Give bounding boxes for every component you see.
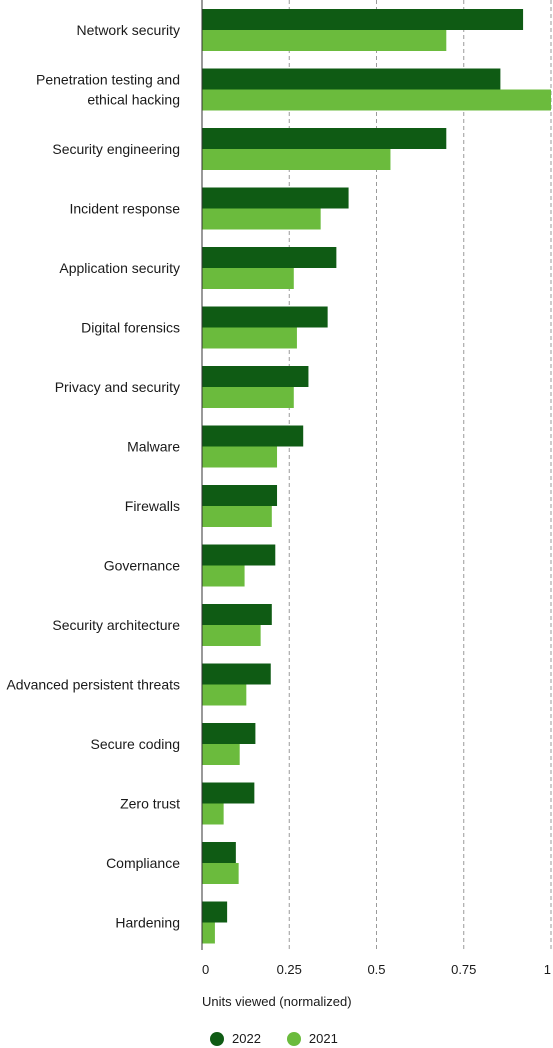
bar-2022-6 [202, 366, 309, 387]
category-label-13: Zero trust [120, 796, 180, 812]
x-tick-label-1: 0.25 [277, 962, 302, 977]
bar-2022-9 [202, 544, 276, 566]
bar-2021-5 [202, 327, 297, 349]
legend-item-2022: 2022 [210, 1031, 261, 1046]
bar-2022-7 [202, 425, 304, 447]
x-tick-label-3: 0.75 [451, 962, 476, 977]
bar-2021-0 [202, 30, 447, 51]
category-label-6: Privacy and security [55, 379, 180, 395]
bar-2021-6 [202, 387, 294, 408]
bar-2021-8 [202, 506, 272, 527]
bar-2021-15 [202, 922, 215, 944]
legend-item-2021: 2021 [286, 1031, 338, 1046]
legend-swatch-2021 [286, 1031, 301, 1046]
x-axis-title: Units viewed (normalized) [202, 994, 352, 1009]
bar-2022-10 [202, 604, 272, 625]
category-label-1-line-1: ethical hacking [87, 92, 180, 108]
bar-2022-1 [202, 68, 501, 90]
bar-2021-9 [202, 565, 245, 587]
bar-2022-13 [202, 782, 255, 804]
bar-2021-2 [202, 149, 391, 170]
category-label-2: Security engineering [52, 141, 180, 157]
x-tick-label-4: 1 [544, 962, 551, 977]
category-label-5: Digital forensics [81, 320, 180, 336]
bar-chart: Network security Penetration testing and e… [6, 0, 552, 977]
bar-2021-14 [202, 863, 239, 884]
bar-2021-3 [202, 208, 321, 230]
bar-2022-5 [202, 306, 328, 328]
bar-2021-12 [202, 744, 240, 765]
bar-2022-14 [202, 842, 236, 863]
bar-2022-8 [202, 485, 278, 506]
bar-2022-15 [202, 901, 228, 923]
bar-2022-0 [202, 9, 524, 30]
category-label-1-line-0: Penetration testing and [36, 72, 180, 88]
category-label-11: Advanced persistent threats [6, 677, 180, 693]
category-label-12: Secure coding [90, 736, 180, 752]
category-label-3: Incident response [69, 201, 180, 217]
bar-2021-4 [202, 268, 294, 289]
legend-swatch-2022 [210, 1031, 224, 1046]
legend-label-2022: 2022 [232, 1031, 261, 1046]
category-label-10: Security architecture [52, 617, 180, 633]
category-label-7: Malware [127, 439, 180, 455]
bar-2021-10 [202, 625, 261, 646]
bar-2022-3 [202, 187, 349, 209]
bar-2022-4 [202, 247, 337, 268]
bar-2021-11 [202, 684, 247, 706]
category-label-9: Governance [104, 558, 180, 574]
legend: 2022 2021 [210, 1031, 364, 1046]
category-label-4: Application security [59, 260, 180, 276]
x-tick-label-0: 0 [202, 962, 209, 977]
category-label-14: Compliance [106, 855, 180, 871]
category-label-0: Network security [77, 22, 180, 38]
category-label-8: Firewalls [125, 498, 180, 514]
bar-2022-12 [202, 723, 256, 744]
x-tick-label-2: 0.5 [367, 962, 385, 977]
bar-2021-13 [202, 803, 224, 825]
legend-label-2021: 2021 [308, 1031, 338, 1046]
bar-2022-2 [202, 128, 447, 149]
category-label-15: Hardening [115, 915, 180, 931]
bar-2021-1 [202, 89, 551, 111]
bar-2021-7 [202, 446, 278, 468]
bar-2022-11 [202, 663, 271, 685]
